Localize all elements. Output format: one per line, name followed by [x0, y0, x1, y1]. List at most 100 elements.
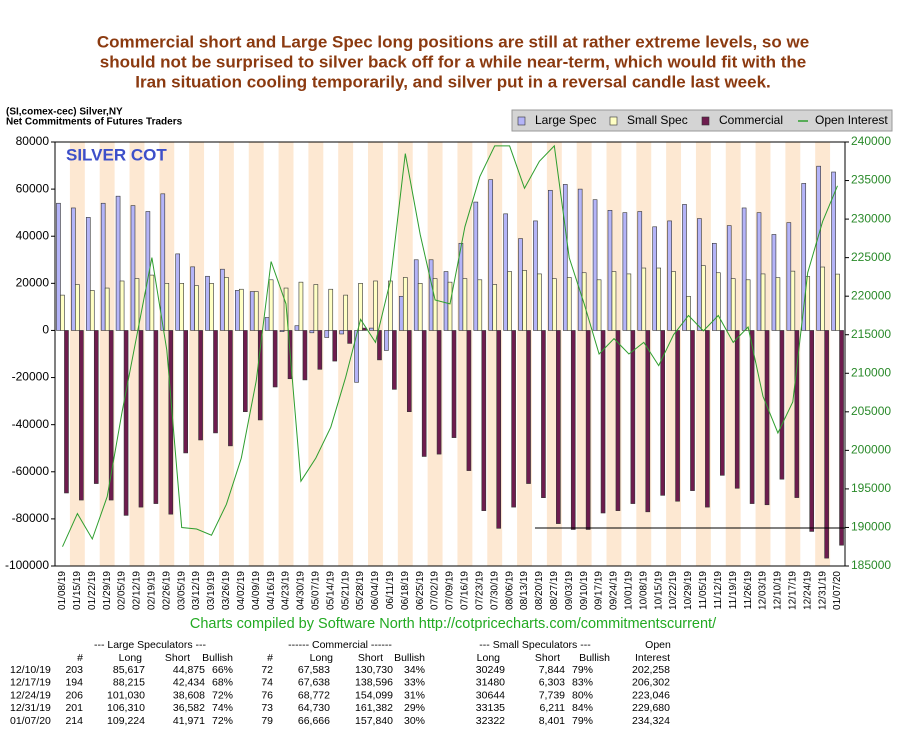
bar [324, 330, 330, 338]
bar [93, 330, 99, 484]
table-cell: 33135 [476, 702, 505, 714]
x-tick-label: 03/05/19 [176, 571, 187, 610]
x-tick-label: 12/24/19 [802, 571, 813, 610]
table-cell: 130,730 [355, 664, 393, 676]
bar [89, 290, 95, 331]
bar [775, 277, 781, 331]
y-tick-label: 80000 [16, 134, 50, 148]
bar [734, 330, 740, 489]
x-tick-label: 06/04/19 [370, 571, 381, 610]
x-tick-label: 01/07/20 [832, 571, 843, 610]
bar [160, 193, 166, 331]
bar [488, 179, 494, 331]
x-tick-label: 01/15/19 [72, 571, 83, 610]
table-cell: 38,608 [173, 689, 205, 701]
bar [257, 330, 263, 421]
bar [570, 330, 576, 530]
bar [671, 271, 676, 331]
table-cell: 32322 [476, 715, 505, 727]
bar [682, 204, 687, 331]
table-column-header: Long [477, 652, 501, 664]
table-cell: 67,583 [298, 664, 330, 676]
y2-tick-label: 185000 [851, 558, 891, 572]
x-tick-label: 02/12/19 [132, 571, 143, 610]
table-cell: 161,382 [355, 702, 393, 714]
bar [402, 277, 408, 331]
bar [447, 281, 453, 331]
table-cell: 66% [212, 664, 233, 676]
x-tick-label: 09/10/19 [579, 571, 590, 610]
y2-tick-label: 210000 [851, 365, 891, 379]
bar [149, 274, 155, 331]
y-tick-label: 0 [42, 323, 49, 337]
y2-tick-label: 195000 [851, 481, 891, 495]
bar [779, 330, 785, 480]
table-cell: 138,596 [355, 677, 393, 689]
table-cell: 01/07/20 [10, 715, 51, 727]
table-cell: 8,401 [539, 715, 565, 727]
bar [432, 278, 438, 331]
x-tick-label: 12/31/19 [817, 571, 828, 610]
bar [298, 281, 304, 331]
bar [801, 183, 807, 331]
y-tick-label: -80000 [12, 511, 50, 525]
table-cell: 76 [261, 689, 273, 701]
bar [406, 330, 412, 413]
table-cell: 101,030 [107, 689, 145, 701]
table-group-header: --- Small Speculators --- [479, 639, 591, 651]
bar [764, 330, 770, 506]
bar [220, 268, 225, 331]
bar [686, 295, 691, 331]
bar [652, 226, 657, 331]
x-tick-label: 12/03/19 [758, 571, 769, 610]
legend-label: Large Spec [535, 113, 596, 127]
x-tick-label: 07/09/19 [445, 571, 456, 610]
bar [443, 271, 449, 331]
table-cell: 202,258 [632, 664, 670, 676]
bar [175, 253, 180, 331]
bar [268, 279, 274, 331]
table-cell: 214 [65, 715, 83, 727]
bar [749, 330, 755, 504]
bar [249, 291, 255, 331]
y2-tick-label: 220000 [851, 288, 891, 302]
bar [596, 279, 602, 331]
table-cell: 6,211 [540, 702, 566, 714]
table-cell: 36,582 [173, 702, 205, 714]
bar [716, 272, 721, 331]
bar [328, 288, 334, 331]
legend-swatch [701, 116, 710, 126]
bar [347, 330, 352, 344]
bar [712, 242, 717, 331]
bar [104, 287, 110, 331]
bar [79, 330, 84, 501]
bar [205, 275, 210, 331]
bar [656, 267, 661, 331]
bar [511, 330, 516, 508]
x-tick-label: 03/19/19 [206, 571, 217, 610]
bar [496, 330, 502, 529]
table-column-header: Long [310, 652, 334, 664]
table-cell: 206 [65, 689, 83, 701]
x-tick-label: 08/27/19 [549, 571, 560, 610]
table-cell: 157,840 [355, 715, 393, 727]
bar [477, 279, 483, 331]
bar [224, 277, 229, 331]
table-cell: 12/10/19 [10, 664, 51, 676]
x-tick-label: 10/22/19 [668, 571, 679, 610]
table-cell: 223,046 [632, 689, 670, 701]
x-tick-label: 11/19/19 [728, 571, 739, 610]
table-cell: 80% [572, 689, 593, 701]
x-tick-label: 03/12/19 [191, 571, 202, 610]
bar [60, 294, 65, 331]
bar [428, 259, 434, 331]
table-column-header: Short [165, 652, 190, 664]
bar [71, 207, 76, 331]
table-cell: 64,730 [298, 702, 330, 714]
table-cell: 109,224 [107, 715, 145, 727]
x-tick-label: 10/01/19 [624, 571, 635, 610]
table-group-header: Open [645, 639, 671, 651]
bar [413, 259, 419, 331]
line [62, 144, 838, 547]
stripe [308, 142, 324, 566]
